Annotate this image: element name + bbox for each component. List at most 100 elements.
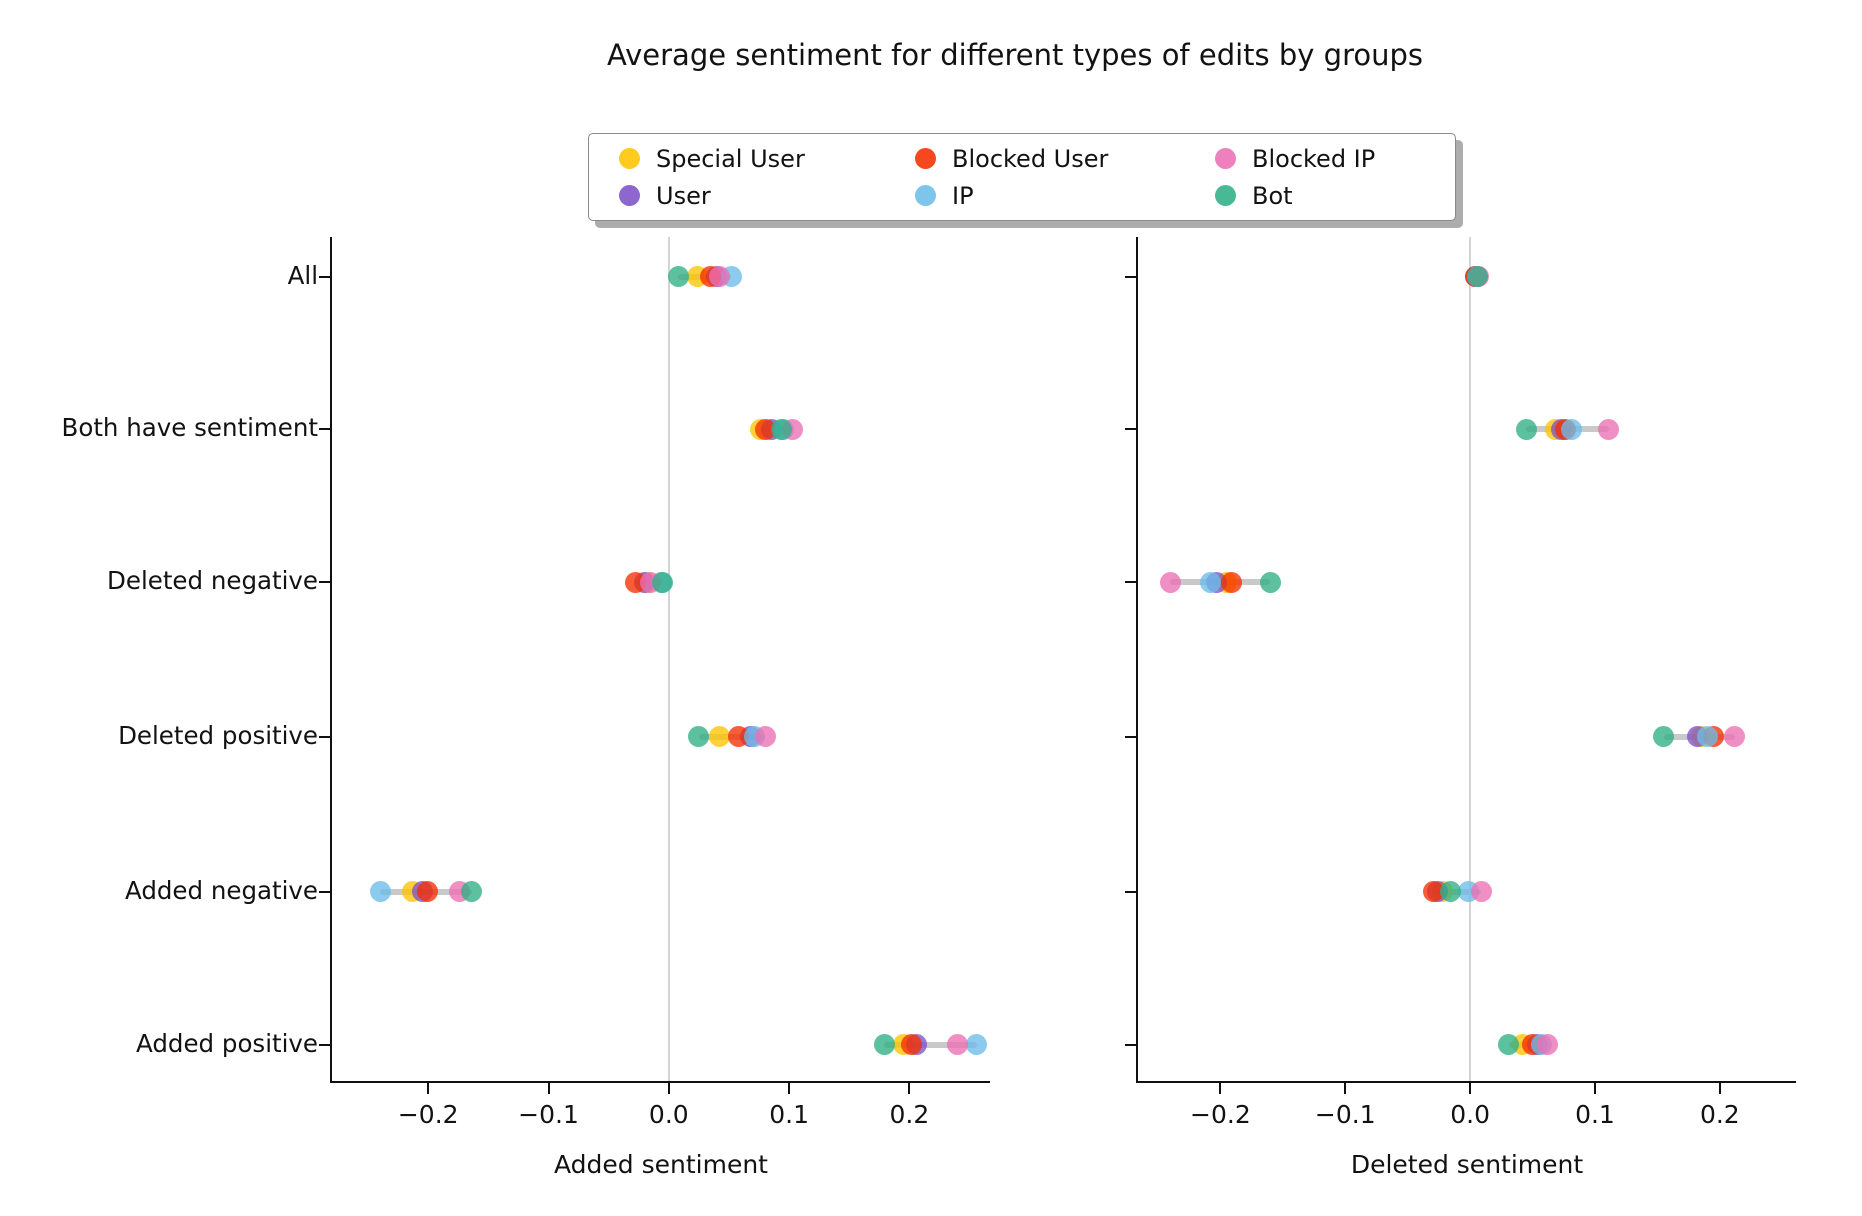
legend-marker-icon [619,185,640,206]
data-point [416,881,438,903]
data-point [667,266,689,288]
x-tick-label: 0.1 [1575,1100,1615,1129]
legend-item-blocked-ip: Blocked IP [1215,145,1467,173]
legend-item-blocked-user: Blocked User [915,145,1215,173]
data-point [1560,418,1582,440]
y-axis-tick [319,890,330,893]
y-category-label: Added positive [136,1028,318,1058]
data-point [1199,571,1221,593]
x-axis-spine [1136,1081,1796,1083]
x-tick-label: −0.1 [1314,1100,1376,1129]
legend-label: User [656,181,711,210]
y-category-label: Added negative [125,875,318,905]
y-axis-tick [319,1043,330,1046]
data-point [1724,726,1746,748]
data-point [754,418,776,440]
legend-marker-icon [915,185,936,206]
y-category-label: Deleted negative [107,566,318,596]
data-point [1696,726,1718,748]
data-point [1498,1034,1520,1056]
data-point [754,726,776,748]
data-point [708,726,730,748]
x-axis-tick [788,1083,791,1094]
x-tick-label: 0.2 [1699,1100,1740,1129]
x-tick-label: −0.2 [1190,1100,1251,1129]
y-category-label: All [287,260,318,290]
data-point [947,1034,969,1056]
data-point [1467,266,1489,288]
legend-box: Special User User Blocked User IP Blocked IP… [588,133,1456,221]
data-point [1259,571,1281,593]
data-point [1470,881,1492,903]
y-axis-tick [1125,890,1136,893]
legend-marker-icon [1215,185,1236,206]
x-axis-tick [427,1083,430,1094]
y-axis-tick [1125,581,1136,584]
y-category-label: Both have sentiment [61,413,318,443]
chart-title: Average sentiment for different types of… [606,38,1423,72]
data-point [461,881,483,903]
legend-label: Bot [1252,181,1293,210]
legend-item-bot: Bot [1215,182,1467,210]
y-axis-tick [1125,1043,1136,1046]
data-point [688,726,710,748]
y-axis-spine [1136,237,1138,1083]
legend-label: Blocked User [952,144,1109,173]
y-axis-tick [1125,428,1136,431]
x-axis-spine [330,1081,990,1083]
connector-line [884,1041,977,1048]
y-axis-tick [1125,735,1136,738]
data-point [771,418,793,440]
data-point [708,266,730,288]
x-tick-label: 0.1 [769,1100,809,1129]
legend-label: Blocked IP [1252,144,1376,173]
x-tick-label: 0.0 [648,1100,689,1129]
data-point [901,1034,923,1056]
y-category-label: Deleted positive [118,720,318,750]
data-point [1221,571,1243,593]
data-point [1537,1034,1559,1056]
data-point [966,1034,988,1056]
zero-reference-line [1469,237,1471,1081]
y-axis-tick [319,581,330,584]
x-tick-label: 0.0 [1450,1100,1490,1129]
x-axis-tick [1344,1083,1347,1094]
zero-reference-line [668,237,670,1081]
data-point [873,1034,895,1056]
y-axis-tick [1125,275,1136,278]
data-point [369,881,391,903]
y-axis-tick [319,428,330,431]
legend-label: Special User [656,144,805,173]
x-axis-tick [1219,1083,1222,1094]
data-point [1598,418,1620,440]
x-tick-label: 0.2 [889,1100,930,1129]
data-point [1653,726,1675,748]
x-axis-tick [547,1083,550,1094]
y-axis-spine [330,237,332,1083]
x-axis-label: Deleted sentiment [1350,1150,1584,1179]
data-point [652,571,674,593]
data-point [728,726,750,748]
x-axis-tick [1593,1083,1596,1094]
legend-marker-icon [1215,148,1236,169]
legend-item-user: User [619,182,915,210]
legend-marker-icon [915,148,936,169]
x-axis-tick [908,1083,911,1094]
data-point [1423,881,1445,903]
x-axis-tick [667,1083,670,1094]
data-point [1159,571,1181,593]
legend-item-ip: IP [915,182,1215,210]
y-axis-tick [319,735,330,738]
legend-marker-icon [619,148,640,169]
data-point [1515,418,1537,440]
x-axis-label: Added sentiment [554,1150,768,1179]
y-axis-tick [319,275,330,278]
x-axis-tick [1469,1083,1472,1094]
x-tick-label: −0.1 [518,1100,579,1129]
legend-item-special-user: Special User [619,145,915,173]
x-axis-tick [1718,1083,1721,1094]
legend-label: IP [952,181,974,210]
data-point [1439,881,1461,903]
x-tick-label: −0.2 [397,1100,459,1129]
